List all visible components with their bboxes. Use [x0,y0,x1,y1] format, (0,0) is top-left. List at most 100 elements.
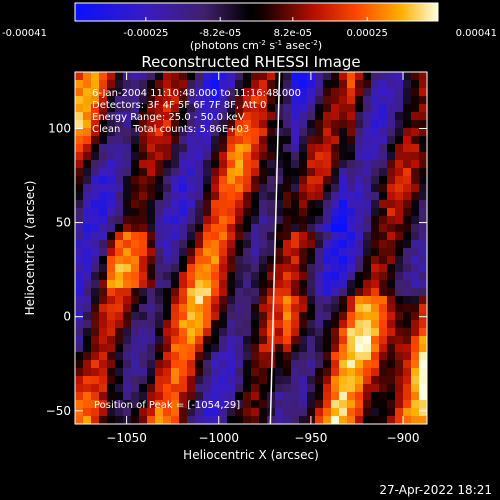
heatmap-cell [179,136,188,145]
heatmap-cell [355,144,364,153]
heatmap-cell [83,152,92,161]
heatmap-cell [123,136,132,145]
heatmap-cell [107,288,116,297]
heatmap-cell [403,264,412,273]
heatmap-cell [107,416,116,424]
heatmap-cell [107,376,116,385]
heatmap-cell [347,88,356,97]
heatmap-cell [411,320,420,329]
heatmap-cell [395,152,404,161]
heatmap-cell [91,288,100,297]
heatmap-cell [123,344,132,353]
heatmap-cell [155,184,164,193]
heatmap-cell [123,320,132,329]
heatmap-cell [115,392,124,401]
heatmap-cell [219,400,228,409]
heatmap-cell [307,160,316,169]
heatmap-cell [395,344,404,353]
heatmap-cell [291,320,300,329]
heatmap-cell [339,240,348,249]
heatmap-cell [371,144,380,153]
annotation-time-range: 6-Jan-2004 11:10:48.000 to 11:16:48.000 [92,88,301,99]
heatmap-cell [339,368,348,377]
heatmap-cell [419,72,427,81]
heatmap-cell [131,296,140,305]
heatmap-cell [411,96,420,105]
heatmap-cell [395,376,404,385]
heatmap-cell [211,136,220,145]
heatmap-cell [171,360,180,369]
heatmap-cell [155,240,164,249]
heatmap-cell [107,160,116,169]
heatmap-cell [291,408,300,417]
heatmap-cell [299,200,308,209]
heatmap-cell [291,256,300,265]
heatmap-cell [355,264,364,273]
heatmap-cell [347,296,356,305]
heatmap-cell [251,120,260,129]
heatmap-cell [139,80,148,89]
heatmap-cell [203,128,212,137]
heatmap-cell [291,200,300,209]
heatmap-cell [211,416,220,424]
heatmap-cell [291,376,300,385]
heatmap-cell [195,72,204,81]
heatmap-cell [355,352,364,361]
heatmap-cell [91,320,100,329]
heatmap-cell [419,376,427,385]
heatmap-cell [419,264,427,273]
heatmap-cell [155,88,164,97]
heatmap-cell [203,88,212,97]
y-tick-label: −50 [46,404,71,418]
heatmap-cell [403,152,412,161]
heatmap-cell [299,280,308,289]
heatmap-cell [299,72,308,81]
heatmap-cell [371,256,380,265]
heatmap-cell [339,208,348,217]
heatmap-cell [163,312,172,321]
heatmap-cell [171,288,180,297]
heatmap-cell [363,80,372,89]
heatmap-cell [147,296,156,305]
heatmap-cell [323,208,332,217]
heatmap-cell [91,168,100,177]
heatmap-cell [99,264,108,273]
heatmap-cell [107,312,116,321]
heatmap-cell [131,168,140,177]
heatmap-cell [107,144,116,153]
x-tick-label: −1050 [106,431,147,445]
heatmap-cell [235,344,244,353]
heatmap-cell [363,208,372,217]
heatmap-cell [219,248,228,257]
heatmap-cell [307,312,316,321]
heatmap-cell [299,296,308,305]
heatmap-cell [315,120,324,129]
heatmap-cell [251,176,260,185]
heatmap-cell [243,112,252,121]
heatmap-cell [171,392,180,401]
heatmap-cell [363,296,372,305]
heatmap-cell [283,344,292,353]
heatmap-cell [99,136,108,145]
heatmap-cell [363,160,372,169]
heatmap-cell [299,416,308,424]
heatmap-cell [235,392,244,401]
heatmap-cell [131,112,140,121]
heatmap-cell [339,128,348,137]
heatmap-cell [331,208,340,217]
heatmap-cell [283,216,292,225]
heatmap-cell [83,216,92,225]
heatmap-cell [379,216,388,225]
heatmap-cell [107,168,116,177]
heatmap-cell [211,328,220,337]
heatmap-cell [131,128,140,137]
heatmap-cell [355,288,364,297]
heatmap-cell [379,120,388,129]
heatmap-cell [75,96,84,105]
heatmap-cell [403,120,412,129]
heatmap-cell [259,312,268,321]
heatmap-cell [315,400,324,409]
heatmap-cell [315,224,324,233]
heatmap-cell [355,120,364,129]
heatmap-cell [171,224,180,233]
